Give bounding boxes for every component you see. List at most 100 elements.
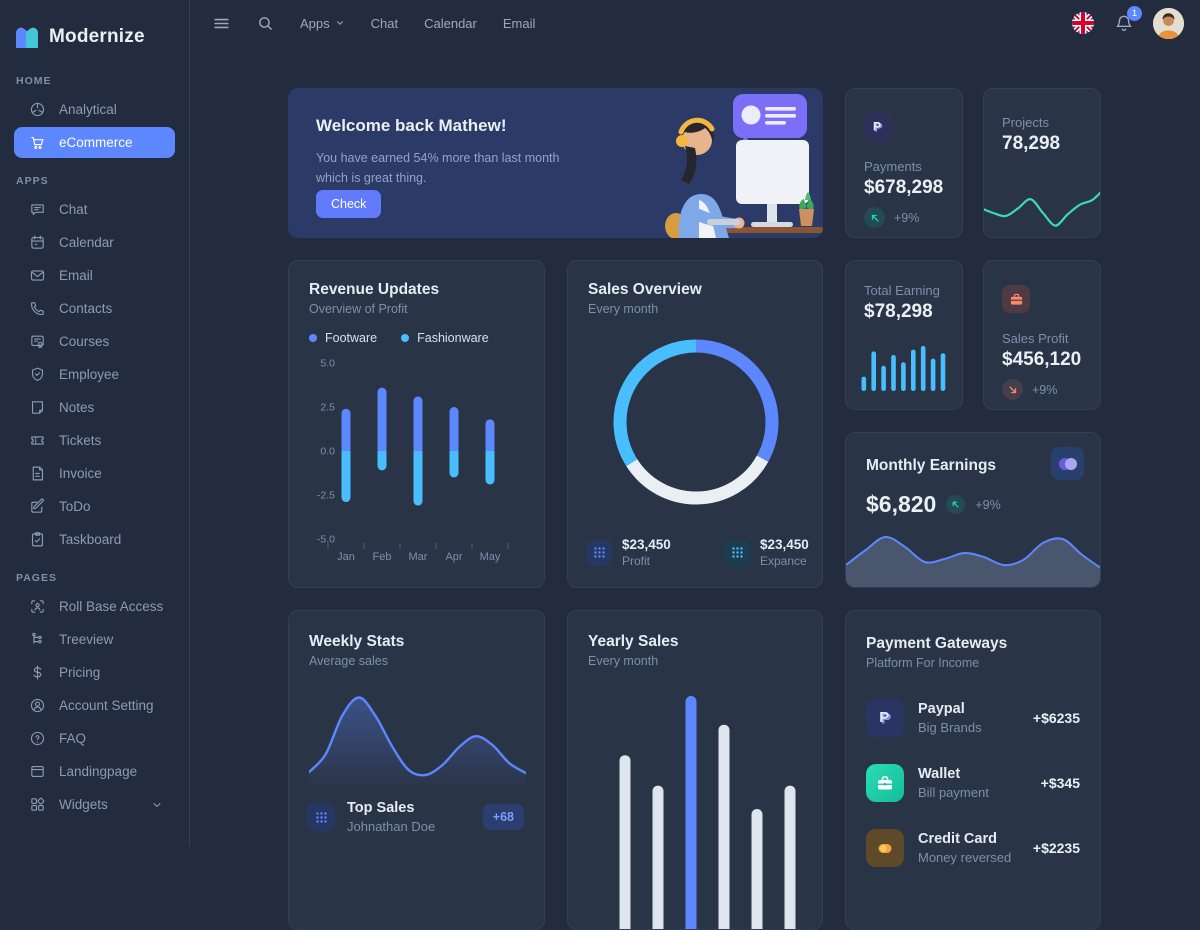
sidebar-item-tickets[interactable]: Tickets <box>14 425 175 456</box>
card-title: Revenue Updates <box>309 281 440 298</box>
card-subtitle: Platform For Income <box>866 656 980 670</box>
gateway-name: Paypal <box>918 701 965 717</box>
currency-toggle-button[interactable] <box>1051 447 1084 480</box>
sidebar-item-label: Account Setting <box>59 698 154 713</box>
weekly-stats-chart <box>309 681 526 793</box>
brand-logo-icon <box>16 27 38 48</box>
weekly-stats-card: Weekly Stats Average sales Top Sales Joh… <box>288 610 545 930</box>
sidebar-item-taskboard[interactable]: Taskboard <box>14 524 175 555</box>
expance-label: Expance <box>760 554 807 568</box>
nav-calendar[interactable]: Calendar <box>424 16 477 31</box>
sidebar-item-account-setting[interactable]: Account Setting <box>14 690 175 721</box>
gateway-row-credit-card: Credit Card Money reversed +$2235 <box>866 828 1080 868</box>
sidebar-item-label: eCommerce <box>59 135 133 150</box>
sidebar-item-chat[interactable]: Chat <box>14 194 175 225</box>
total-earning-card: Total Earning $78,298 <box>845 260 963 410</box>
monthly-earnings-card: Monthly Earnings $6,820 +9% <box>845 432 1101 588</box>
sidebar-item-label: Treeview <box>59 632 114 647</box>
sidebar-item-faq[interactable]: FAQ <box>14 723 175 754</box>
profit-stat: $23,450 Profit <box>586 537 671 568</box>
svg-text:-2.5: -2.5 <box>317 490 335 502</box>
sidebar-item-label: Invoice <box>59 466 102 481</box>
card-title: Monthly Earnings <box>866 457 997 474</box>
svg-text:P: P <box>873 120 881 134</box>
svg-text:0.0: 0.0 <box>320 446 335 458</box>
notifications-button[interactable]: 1 <box>1114 6 1142 33</box>
svg-text:P: P <box>879 709 889 726</box>
search-button[interactable] <box>257 15 274 32</box>
chevron-down-icon <box>153 802 161 807</box>
svg-text:5.0: 5.0 <box>320 358 335 370</box>
sidebar-item-ecommerce[interactable]: eCommerce <box>14 127 175 158</box>
revenue-updates-card: Revenue Updates Overview of Profit Footw… <box>288 260 545 588</box>
nav-chat[interactable]: Chat <box>371 16 398 31</box>
sidebar-item-label: Contacts <box>59 301 113 316</box>
total-earning-label: Total Earning <box>864 283 940 298</box>
sidebar-item-treeview[interactable]: Treeview <box>14 624 175 655</box>
card-subtitle: Average sales <box>309 654 388 668</box>
sidebar-item-landingpage[interactable]: Landingpage <box>14 756 175 787</box>
card-subtitle: Every month <box>588 302 659 316</box>
sidebar-section-home: HOME <box>16 75 52 87</box>
menu-toggle-button[interactable] <box>212 14 231 33</box>
sidebar-item-email[interactable]: Email <box>14 260 175 291</box>
sidebar-item-label: Courses <box>59 334 110 349</box>
chevron-down-icon <box>336 21 343 25</box>
help-icon <box>30 731 45 746</box>
top-sales-title: Top Sales <box>347 800 415 816</box>
gateway-desc: Big Brands <box>918 720 982 735</box>
grid-dots-icon <box>724 539 750 566</box>
projects-value: 78,298 <box>1002 133 1061 154</box>
gateway-desc: Bill payment <box>918 785 989 800</box>
sidebar-item-label: Email <box>59 268 93 283</box>
sidebar-item-label: Employee <box>59 367 120 382</box>
sidebar-item-pricing[interactable]: Pricing <box>14 657 175 688</box>
gateway-amount: +$345 <box>1040 775 1080 791</box>
sidebar-section-apps: APPS <box>16 175 49 187</box>
browser-icon <box>31 765 44 778</box>
shield-icon <box>31 367 44 382</box>
grid-dots-icon <box>307 803 335 831</box>
sidebar-item-todo[interactable]: ToDo <box>14 491 175 522</box>
sidebar-item-analytical[interactable]: Analytical <box>14 94 175 125</box>
topbar: Apps Chat Calendar Email 1 <box>190 0 1200 46</box>
sidebar-item-widgets[interactable]: Widgets <box>14 789 175 820</box>
sidebar-item-calendar[interactable]: Calendar <box>14 227 175 258</box>
nav-apps[interactable]: Apps <box>300 16 345 31</box>
sidebar-item-notes[interactable]: Notes <box>14 392 175 423</box>
sidebar-item-label: Landingpage <box>59 764 138 779</box>
monthly-earnings-value: $6,820 <box>866 491 937 517</box>
payments-delta: +9% <box>894 210 920 225</box>
sidebar-item-invoice[interactable]: Invoice <box>14 458 175 489</box>
card-title: Payment Gateways <box>866 635 1008 652</box>
top-sales-subtitle: Johnathan Doe <box>347 819 436 834</box>
user-circle-icon <box>30 698 45 713</box>
brand-logo[interactable]: Modernize <box>0 0 189 58</box>
footware-legend-dot <box>309 334 317 342</box>
chat-icon <box>31 204 44 216</box>
avatar[interactable] <box>1153 7 1184 39</box>
payments-label: Payments <box>864 159 922 174</box>
banner-title: Welcome back Mathew! <box>316 116 507 135</box>
ticket-icon <box>31 436 44 445</box>
nav-email[interactable]: Email <box>503 16 536 31</box>
total-earning-chart <box>861 345 949 391</box>
profit-value: $23,450 <box>622 537 671 552</box>
bell-icon <box>1116 15 1132 31</box>
sidebar-item-courses[interactable]: Courses <box>14 326 175 357</box>
sales-profit-value: $456,120 <box>1002 349 1082 370</box>
nav-apps-label: Apps <box>300 15 330 31</box>
check-button[interactable]: Check <box>316 190 382 218</box>
language-flag-button[interactable] <box>1071 11 1095 35</box>
projects-sparkline-chart <box>984 159 1100 237</box>
legend-label: Fashionware <box>417 331 489 345</box>
tree-icon <box>32 632 42 644</box>
sidebar-item-contacts[interactable]: Contacts <box>14 293 175 324</box>
sidebar-item-employee[interactable]: Employee <box>14 359 175 390</box>
sales-profit-label: Sales Profit <box>1002 331 1069 346</box>
svg-text:May: May <box>480 551 501 563</box>
sidebar-item-roll-base-access[interactable]: Roll Base Access <box>14 591 175 622</box>
phone-icon <box>30 302 44 316</box>
